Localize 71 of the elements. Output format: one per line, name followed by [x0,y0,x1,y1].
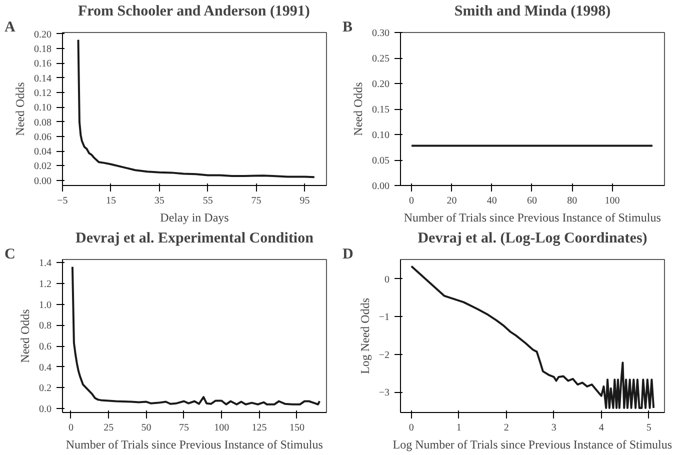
y-tick-label: 0.06 [34,132,52,143]
y-tick-label: −2 [378,350,390,361]
y-tick-label: 0.10 [34,102,52,114]
x-tick-label: 75 [178,422,189,434]
x-tick-label: 95 [300,196,310,206]
y-tick-label: 0.12 [34,88,52,100]
x-axis-title: Number of Trials since Previous Instance of Stimulus [404,210,662,224]
x-tick-label: 100 [214,422,230,434]
y-tick-label: 0.00 [372,181,390,192]
y-tick-label: 0.0 [39,404,52,416]
y-tick-label: 0.8 [39,320,52,332]
x-tick-label: 0 [408,422,414,434]
y-tick-label: 0.16 [34,58,52,70]
y-axis-title: Log Need Odds [358,298,372,374]
text: D [342,246,354,262]
y-tick-label: 1.0 [39,300,52,311]
x-tick-label: 60 [527,196,537,206]
y-tick-label: 1.2 [39,278,52,290]
x-tick-label: 100 [604,196,620,206]
y-tick-label: 0.20 [34,29,52,40]
x-tick-label: −5 [57,196,68,206]
x-tick-label: 3 [551,422,556,434]
y-tick-label: 0.6 [39,342,52,353]
y-axis-title: Need Odds [18,308,32,363]
text: C [4,246,16,262]
y-tick-label: 0.4 [39,362,52,374]
y-tick-label: 0.2 [39,383,52,394]
y-tick-label: 0.14 [34,73,52,84]
y-tick-label: 1.4 [39,258,52,270]
y-tick-label: 0.30 [372,28,390,39]
x-tick-label: 125 [252,422,267,434]
x-axis-title: Number of Trials since Previous Instance of Stimulus [66,438,324,452]
x-tick-label: 150 [289,422,304,434]
chart-title: Devraj et al. Experimental Condition [76,230,314,246]
y-tick-label: 0.15 [372,104,390,116]
y-tick-label: −1 [378,312,390,324]
chart-title: Smith and Minda (1998) [454,4,611,20]
y-tick-label: 0.04 [34,146,52,158]
x-tick-label: 0 [409,196,414,206]
x-tick-label: 50 [141,422,152,434]
y-tick-label: 0.25 [372,54,390,64]
y-tick-label: 0.10 [372,130,390,141]
x-axis-title: Delay in Days [160,210,230,224]
y-axis-title: Need Odds [13,82,27,136]
y-tick-label: 0.00 [34,176,52,187]
x-axis-title: Log Number of Trials since Previous Instance of Stimulus [392,438,672,452]
x-tick-label: 35 [154,196,164,206]
x-tick-label: 0 [68,422,74,434]
x-tick-label: 40 [486,196,497,206]
text: B [342,20,353,36]
y-tick-label: 0.05 [372,156,390,166]
x-tick-label: 15 [106,196,116,206]
y-axis-title: Need Odds [351,82,365,136]
x-tick-label: 1 [456,422,462,434]
x-tick-label: 4 [598,422,604,434]
y-tick-label: 0 [384,274,390,286]
y-tick-label: 0.18 [34,44,52,56]
x-tick-label: 25 [104,422,114,434]
x-tick-label: 80 [567,196,578,206]
x-tick-label: 5 [646,422,652,434]
chart-title: Devraj et al. (Log-Log Coordinates) [418,230,648,246]
x-tick-label: 20 [446,196,457,206]
x-tick-label: 55 [202,196,213,206]
chart-title: From Schooler and Anderson (1991) [78,4,310,20]
y-tick-label: 0.20 [372,79,390,90]
x-tick-label: 2 [504,422,509,434]
x-tick-label: 75 [251,196,262,206]
text: A [4,20,16,36]
y-tick-label: 0.08 [34,117,52,128]
y-tick-label: 0.02 [34,161,52,172]
y-tick-label: −3 [378,388,390,399]
